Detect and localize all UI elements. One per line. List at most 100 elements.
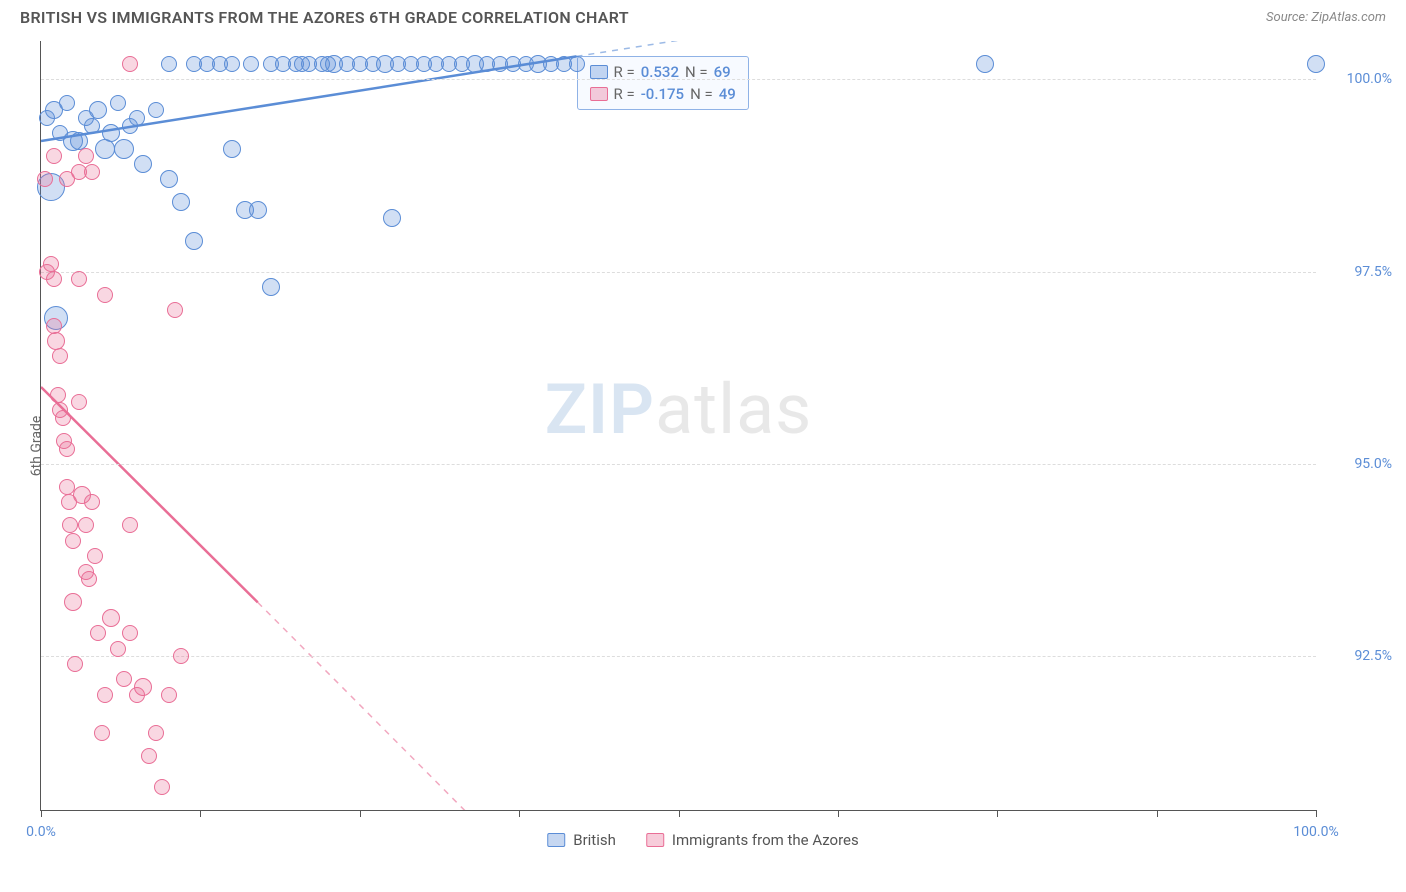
data-point	[122, 56, 138, 72]
data-point	[62, 517, 78, 533]
watermark-zip: ZIP	[545, 369, 655, 451]
data-point	[89, 101, 107, 119]
data-point	[59, 441, 75, 457]
data-point	[84, 118, 100, 134]
data-point	[70, 132, 88, 150]
legend-item: British	[547, 831, 616, 849]
legend-label: British	[573, 831, 616, 849]
x-tick	[1316, 810, 1317, 817]
data-point	[161, 687, 177, 703]
x-tick	[1157, 810, 1158, 817]
data-point	[55, 410, 71, 426]
data-point	[81, 571, 97, 587]
x-tick	[679, 810, 680, 817]
data-point	[116, 671, 132, 687]
legend-swatch	[590, 65, 608, 79]
x-tick	[838, 810, 839, 817]
x-tick	[41, 810, 42, 817]
data-point	[84, 164, 100, 180]
watermark: ZIPatlas	[545, 369, 813, 451]
x-tick-label: 100.0%	[1293, 824, 1338, 840]
data-point	[110, 95, 126, 111]
data-point	[173, 648, 189, 664]
data-point	[97, 287, 113, 303]
data-point	[161, 56, 177, 72]
data-point	[172, 193, 190, 211]
data-point	[47, 332, 65, 350]
data-point	[52, 348, 68, 364]
data-point	[569, 56, 585, 72]
data-point	[185, 232, 203, 250]
gridline	[41, 656, 1316, 657]
data-point	[46, 271, 62, 287]
data-point	[134, 678, 152, 696]
x-tick	[360, 810, 361, 817]
data-point	[262, 278, 280, 296]
gridline	[41, 464, 1316, 465]
data-point	[134, 155, 152, 173]
x-tick	[997, 810, 998, 817]
data-point	[148, 102, 164, 118]
legend-label: Immigrants from the Azores	[672, 831, 859, 849]
data-point	[243, 56, 259, 72]
legend-swatch	[590, 87, 608, 101]
data-point	[148, 725, 164, 741]
data-point	[59, 95, 75, 111]
data-point	[129, 110, 145, 126]
chart-container: 6th Grade ZIPatlas R =0.532 N =69 R =-0.…	[0, 31, 1406, 861]
correlation-legend-box: R =0.532 N =69 R =-0.175 N =49	[577, 56, 749, 110]
data-point	[154, 779, 170, 795]
y-tick-label: 97.5%	[1326, 264, 1392, 280]
data-point	[59, 171, 75, 187]
trendline-dashed	[577, 41, 1317, 56]
data-point	[64, 593, 82, 611]
data-point	[94, 725, 110, 741]
y-tick-label: 100.0%	[1326, 71, 1392, 87]
gridline	[41, 272, 1316, 273]
gridline	[41, 79, 1316, 80]
data-point	[43, 256, 59, 272]
data-point	[167, 302, 183, 318]
legend-item: Immigrants from the Azores	[646, 831, 859, 849]
y-tick-label: 92.5%	[1326, 648, 1392, 664]
data-point	[37, 171, 53, 187]
data-point	[50, 387, 66, 403]
trendline-dashed	[258, 602, 526, 810]
source-attribution: Source: ZipAtlas.com	[1266, 10, 1386, 25]
legend-r: R =-0.175	[614, 85, 685, 103]
data-point	[78, 517, 94, 533]
data-point	[71, 271, 87, 287]
x-tick	[519, 810, 520, 817]
data-point	[1307, 55, 1325, 73]
data-point	[141, 748, 157, 764]
legend-row: R =-0.175 N =49	[590, 85, 736, 103]
data-point	[67, 656, 83, 672]
plot-area: ZIPatlas R =0.532 N =69 R =-0.175 N =49 …	[40, 41, 1316, 811]
data-point	[90, 625, 106, 641]
data-point	[114, 139, 134, 159]
data-point	[97, 687, 113, 703]
data-point	[224, 56, 240, 72]
data-point	[46, 148, 62, 164]
legend-swatch	[547, 833, 565, 847]
data-point	[976, 55, 994, 73]
data-point	[122, 625, 138, 641]
watermark-atlas: atlas	[655, 369, 812, 451]
data-point	[383, 209, 401, 227]
data-point	[160, 170, 178, 188]
data-point	[249, 201, 267, 219]
data-point	[78, 148, 94, 164]
data-point	[122, 517, 138, 533]
legend-swatch	[646, 833, 664, 847]
data-point	[87, 548, 103, 564]
y-tick-label: 95.0%	[1326, 456, 1392, 472]
data-point	[84, 494, 100, 510]
data-point	[110, 641, 126, 657]
x-tick	[200, 810, 201, 817]
data-point	[223, 140, 241, 158]
data-point	[65, 533, 81, 549]
legend-n: N =49	[690, 85, 736, 103]
data-point	[71, 394, 87, 410]
chart-title: BRITISH VS IMMIGRANTS FROM THE AZORES 6T…	[20, 8, 629, 27]
data-point	[102, 609, 120, 627]
